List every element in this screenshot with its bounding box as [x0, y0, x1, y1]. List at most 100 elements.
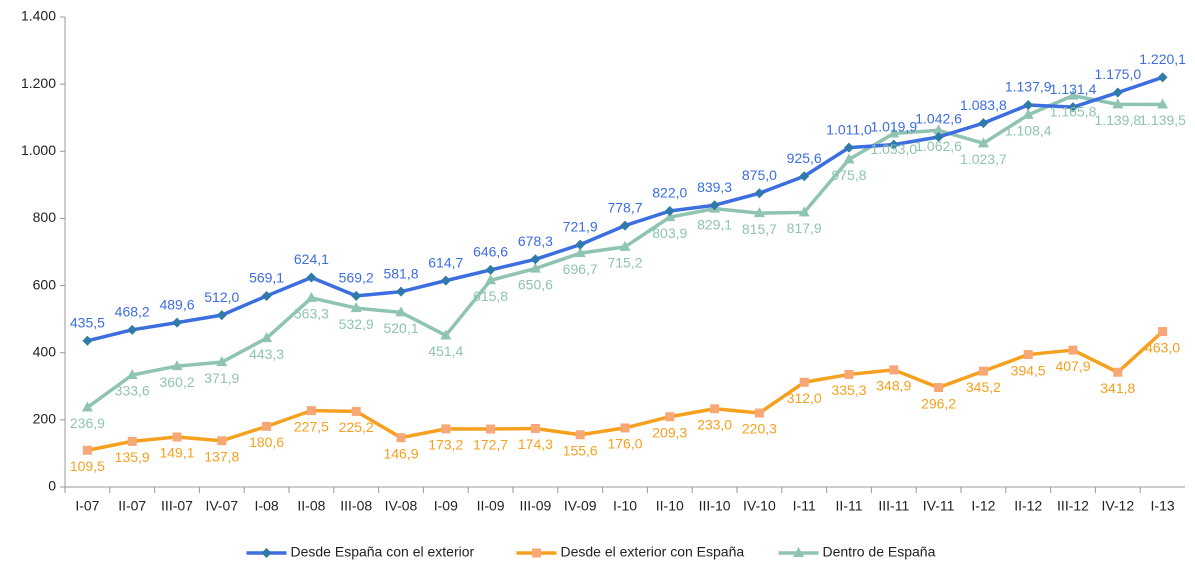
data-label: 233,0	[697, 416, 732, 432]
data-label: 569,1	[249, 270, 284, 286]
data-label: 581,8	[383, 265, 418, 281]
data-label: 435,5	[70, 314, 105, 330]
point	[575, 239, 586, 250]
data-label: 443,3	[249, 346, 284, 362]
data-label: 1.019,9	[870, 118, 917, 134]
point	[844, 369, 854, 379]
data-label: 569,2	[339, 270, 374, 286]
data-label: 650,6	[518, 276, 553, 292]
data-label: 296,2	[921, 395, 956, 411]
point	[888, 139, 899, 150]
point	[530, 423, 540, 433]
data-label: 1.062,6	[915, 138, 962, 154]
data-label: 615,8	[473, 288, 508, 304]
point	[664, 211, 676, 222]
data-label: 803,9	[652, 225, 687, 241]
data-label: 1.175,0	[1094, 66, 1141, 82]
point	[977, 137, 989, 148]
data-label: 341,8	[1100, 380, 1135, 396]
legend-label: Desde España con el exterior	[291, 544, 475, 560]
data-label: 1.053,0	[870, 141, 917, 157]
point	[753, 207, 765, 218]
point	[261, 332, 273, 343]
x-tick-label: I-13	[1151, 498, 1175, 514]
data-label: 925,6	[787, 150, 822, 166]
point	[262, 421, 272, 431]
data-label: 335,3	[831, 382, 866, 398]
point	[261, 548, 272, 558]
data-label: 220,3	[742, 421, 777, 437]
data-label: 173,2	[428, 437, 463, 453]
point	[1023, 99, 1034, 110]
data-label: 532,9	[339, 316, 374, 332]
data-label: 176,0	[607, 436, 642, 452]
x-tick-label: I-09	[434, 498, 458, 514]
point	[82, 335, 93, 346]
data-label: 1.083,8	[960, 97, 1007, 113]
data-label: 451,4	[428, 343, 463, 359]
data-label: 1.137,9	[1005, 79, 1052, 95]
legend-label: Desde el exterior con España	[561, 544, 745, 560]
x-tick-label: II-12	[1014, 498, 1042, 514]
point	[217, 436, 227, 446]
data-label: 155,6	[563, 442, 598, 458]
x-tick-label: III-07	[161, 498, 193, 514]
point	[574, 247, 586, 258]
data-label: 1.165,8	[1050, 103, 1097, 119]
point	[934, 383, 944, 393]
data-label: 172,7	[473, 437, 508, 453]
point	[216, 310, 227, 321]
point	[350, 302, 362, 313]
x-tick-label: III-12	[1057, 498, 1089, 514]
point	[485, 274, 497, 285]
point	[440, 329, 452, 340]
x-tick-label: II-10	[656, 498, 684, 514]
point	[1023, 350, 1033, 360]
point	[799, 171, 810, 182]
point	[575, 430, 585, 440]
point	[978, 118, 989, 129]
data-label: 1.139,8	[1094, 112, 1141, 128]
point	[1112, 87, 1123, 98]
data-label: 463,0	[1145, 339, 1180, 355]
point	[532, 548, 541, 558]
point	[888, 127, 900, 138]
data-label: 333,6	[115, 383, 150, 399]
data-label: 135,9	[115, 449, 150, 465]
point	[305, 291, 317, 302]
y-tick-label: 600	[33, 276, 57, 292]
point	[933, 131, 944, 142]
data-label: 312,0	[787, 390, 822, 406]
point	[1157, 98, 1169, 109]
data-label: 1.139,5	[1139, 112, 1186, 128]
data-label: 875,0	[742, 167, 777, 183]
data-label: 236,9	[70, 415, 105, 431]
point	[351, 406, 361, 416]
point	[1157, 72, 1168, 83]
y-tick-label: 200	[33, 411, 57, 427]
point	[485, 264, 496, 275]
y-tick-label: 1.200	[21, 75, 56, 91]
data-label: 371,9	[204, 370, 239, 386]
data-label: 1.220,1	[1139, 51, 1186, 67]
point	[843, 153, 855, 164]
point	[81, 401, 93, 412]
data-label: 180,6	[249, 434, 284, 450]
point	[126, 369, 138, 380]
y-tick-label: 1.000	[21, 142, 56, 158]
point	[798, 206, 810, 217]
point	[529, 262, 541, 273]
data-label: 646,6	[473, 244, 508, 260]
data-label: 137,8	[204, 448, 239, 464]
x-tick-label: III-11	[878, 498, 909, 514]
point	[395, 306, 407, 317]
data-label: 345,2	[966, 379, 1001, 395]
legend-label: Dentro de España	[823, 544, 936, 560]
point	[351, 290, 362, 301]
x-tick-label: I-08	[255, 498, 279, 514]
point	[530, 254, 541, 265]
point	[754, 408, 764, 418]
data-label: 822,0	[652, 185, 687, 201]
x-tick-label: III-09	[519, 498, 551, 514]
